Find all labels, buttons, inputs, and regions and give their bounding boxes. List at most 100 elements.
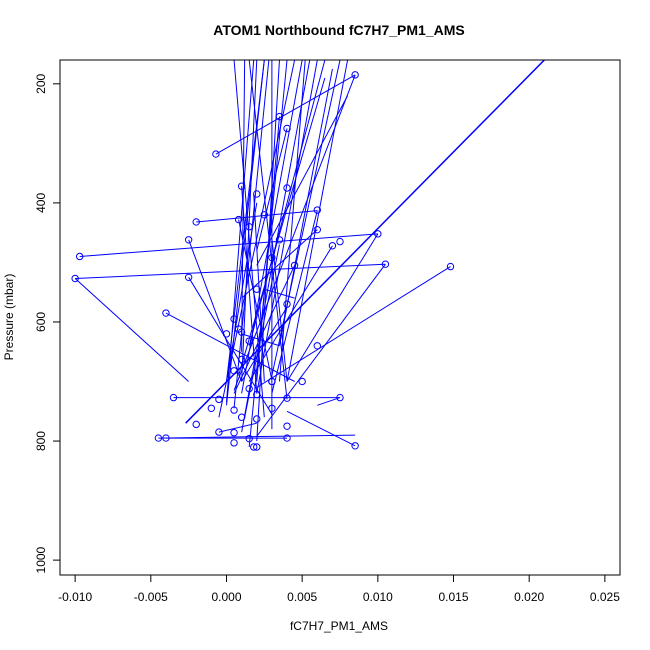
series-line-segment [286,410,356,447]
data-point [290,261,299,270]
data-point [268,404,276,412]
series-line-segment [271,238,288,382]
data-point [75,252,84,261]
data-point [71,274,79,283]
series-line-segment [256,263,386,437]
series-line-segment [75,263,386,280]
series-line-segment [218,60,296,418]
data-point [446,262,455,271]
series-line-segment [233,265,296,394]
series-line-segment [264,288,295,299]
data-point [313,342,321,350]
x-tick-label: 0.015 [438,590,468,604]
data-point [260,211,269,219]
series-line-segment [271,210,318,394]
data-point [237,355,246,364]
data-point [298,377,306,386]
data-point [230,439,238,447]
series-line-segment [225,202,258,382]
data-point [381,260,390,268]
x-axis: -0.010 -0.005 0.000 0.005 0.010 0.015 0.020 0.0… [58,574,620,604]
data-point [283,184,291,192]
data-point [245,384,253,393]
data-point [192,420,200,429]
data-point [237,182,246,190]
series-line-segment [256,128,288,251]
y-tick-label: 200 [34,73,48,93]
data-point [212,150,220,158]
series-line-segment [253,193,265,382]
series-line-segment [278,68,333,346]
series-line-segment [278,60,306,382]
x-tick-label: 0.000 [211,590,241,604]
data-point [162,309,170,317]
data-point [234,215,243,224]
series-line-segment [188,239,243,382]
data-point [336,237,344,246]
data-point [253,443,261,451]
series-line-segment [248,60,288,400]
data-point [237,328,246,336]
data-point [313,206,321,214]
data-point [283,394,291,402]
data-point [192,218,200,226]
data-point [250,443,258,451]
series-line-segment [225,60,265,382]
series-line-segment [238,77,326,376]
series-line-segment [185,60,545,424]
data-point [230,429,238,437]
chart-title: ATOM1 Northbound fC7H7_PM1_AMS [213,22,465,38]
data-point [253,390,261,399]
y-axis: 200 400 600 800 1000 [34,73,61,573]
data-point [313,225,321,234]
data-point [275,236,284,244]
data-point [374,230,382,238]
series-line-segment [74,278,189,382]
y-tick-label: 800 [34,431,48,451]
data-point [162,434,170,442]
data-point [184,236,193,244]
data-point [253,190,261,198]
series-line-segment [256,60,318,394]
y-tick-label: 400 [34,193,48,213]
plot-area [71,60,545,451]
data-point [154,434,163,442]
data-point [351,71,359,79]
series-line-segment [215,74,356,155]
data-point [230,367,238,375]
series-line-segment [286,60,349,382]
data-point [275,112,284,121]
y-tick-label: 1000 [34,546,48,573]
data-point [283,300,291,308]
data-point [253,285,261,293]
x-tick-label: 0.025 [590,590,620,604]
data-point [283,434,291,442]
data-point [215,428,223,436]
data-point [237,413,246,421]
series-line-segment [238,219,273,381]
data-point [245,337,253,345]
series-line-segment [317,397,341,406]
x-tick-label: 0.020 [514,590,544,604]
data-point [230,315,238,323]
data-point [245,223,253,231]
series-line-segment [218,422,257,433]
y-axis-label: Pressure (mbar) [2,274,16,361]
data-point [328,242,337,250]
data-point [268,253,276,262]
data-point [184,273,193,282]
x-tick-label: -0.010 [58,590,92,604]
data-point [268,377,276,386]
data-point [215,395,223,404]
series-line-segment [241,186,258,394]
series-line-segment [241,60,258,382]
data-point [222,330,231,338]
x-tick-label: 0.005 [287,590,317,604]
data-point [253,415,261,423]
series-line-segment [79,233,378,257]
data-point [283,422,291,430]
x-tick-label: -0.005 [134,590,168,604]
series-line-segment [241,333,280,347]
data-point [245,434,253,443]
